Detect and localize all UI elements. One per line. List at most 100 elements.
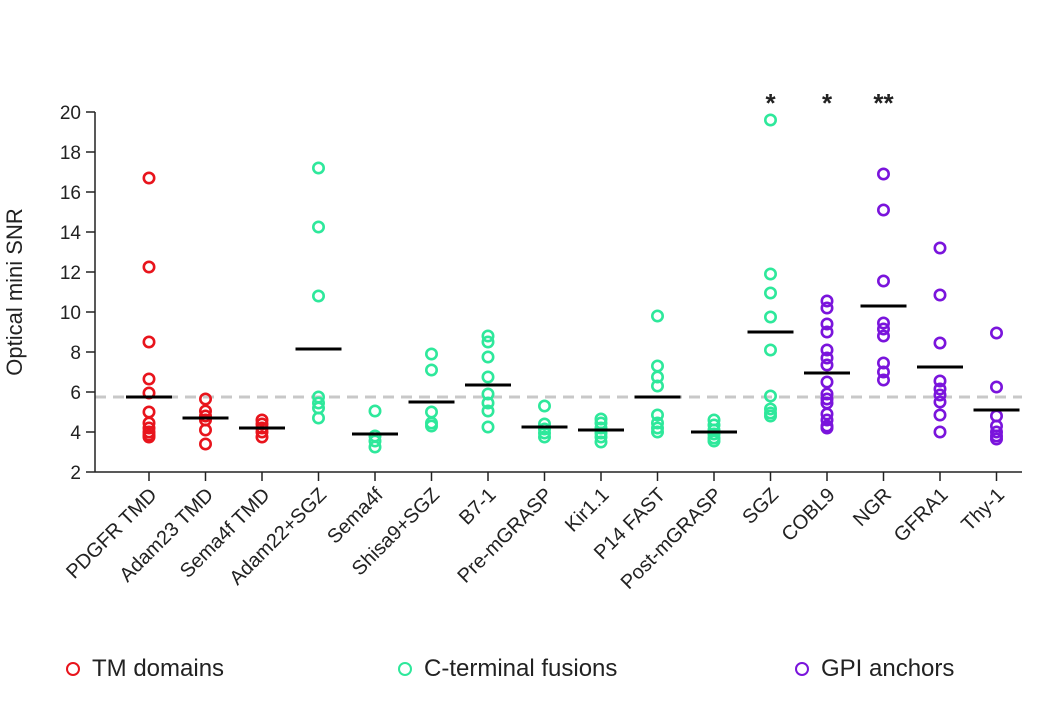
data-point [933, 288, 947, 302]
data-point [199, 437, 213, 451]
data-point [763, 113, 777, 127]
data-point [481, 335, 495, 349]
data-point [820, 392, 834, 406]
x-tick-label: SGZ [738, 484, 783, 529]
data-point [311, 161, 325, 175]
data-point [142, 416, 156, 430]
data-point [763, 343, 777, 357]
y-tick-label: 6 [70, 383, 81, 404]
y-tick-label: 8 [70, 343, 81, 364]
data-point [820, 413, 834, 427]
data-point [933, 395, 947, 409]
data-point [989, 380, 1003, 394]
data-point [763, 409, 777, 423]
data-point [142, 430, 156, 444]
data-point [594, 421, 608, 435]
data-point [481, 329, 495, 343]
data-point [199, 404, 213, 418]
data-point [876, 203, 890, 217]
legend-item-tm: TM domains [66, 655, 224, 683]
data-point [933, 388, 947, 402]
data-point [481, 404, 495, 418]
data-point [763, 310, 777, 324]
data-point [142, 405, 156, 419]
significance-star: * [822, 88, 833, 118]
y-tick-label: 20 [60, 103, 81, 124]
data-point [707, 427, 721, 441]
data-point [368, 440, 382, 454]
data-point [933, 336, 947, 350]
data-point [820, 343, 834, 357]
data-point [820, 421, 834, 435]
data-point [368, 434, 382, 448]
data-point [481, 387, 495, 401]
x-tick-label: NGR [849, 484, 896, 531]
data-point [311, 289, 325, 303]
data-point [989, 425, 1003, 439]
data-point [933, 241, 947, 255]
legend-marker-gpi [795, 662, 809, 676]
data-point [481, 370, 495, 384]
y-tick-label: 18 [60, 143, 81, 164]
data-point [537, 430, 551, 444]
data-point [255, 430, 269, 444]
data-point [142, 372, 156, 386]
x-tick-label: GFRA1 [890, 484, 953, 547]
data-point [199, 423, 213, 437]
data-point [255, 413, 269, 427]
data-point [650, 425, 664, 439]
legend-label-gpi: GPI anchors [821, 655, 955, 682]
data-point [876, 356, 890, 370]
data-point [424, 405, 438, 419]
data-point [650, 416, 664, 430]
data-point [142, 421, 156, 435]
data-point [311, 396, 325, 410]
data-point [481, 350, 495, 364]
data-point [820, 358, 834, 372]
legend-marker-tm [66, 662, 80, 676]
data-point [594, 430, 608, 444]
data-point [481, 396, 495, 410]
y-tick-label: 4 [70, 423, 81, 444]
data-point [650, 309, 664, 323]
legend-label-tm: TM domains [92, 655, 225, 682]
data-point [142, 335, 156, 349]
data-point [763, 402, 777, 416]
data-point [933, 408, 947, 422]
data-point [650, 370, 664, 384]
data-point [537, 417, 551, 431]
data-point [594, 412, 608, 426]
data-point [594, 435, 608, 449]
data-point [763, 389, 777, 403]
data-point [481, 420, 495, 434]
data-point [933, 382, 947, 396]
data-point [876, 373, 890, 387]
data-point [424, 347, 438, 361]
x-tick-label: Kir1.1 [561, 484, 614, 537]
significance-star: ** [873, 88, 894, 118]
data-point [820, 325, 834, 339]
data-point [424, 363, 438, 377]
x-tick-label: Post-mGRASP [617, 484, 727, 594]
data-point [311, 220, 325, 234]
data-point [707, 434, 721, 448]
data-point [537, 399, 551, 413]
data-point [424, 419, 438, 433]
data-point [763, 286, 777, 300]
significance-annotations: * * ** [765, 88, 894, 118]
x-tick-label: Adam22+SGZ [225, 484, 331, 590]
data-point [933, 374, 947, 388]
data-point [876, 322, 890, 336]
data-point [142, 260, 156, 274]
data-point [820, 387, 834, 401]
data-point [876, 365, 890, 379]
legend-marker-cterm [398, 662, 412, 676]
axes [94, 112, 1022, 473]
legend-item-cterm: C-terminal fusions [398, 655, 617, 683]
data-point [820, 407, 834, 421]
y-tick-label: 2 [70, 463, 81, 484]
x-tick-label: B7-1 [455, 484, 500, 529]
legend-label-cterm: C-terminal fusions [424, 655, 618, 682]
data-point [650, 379, 664, 393]
